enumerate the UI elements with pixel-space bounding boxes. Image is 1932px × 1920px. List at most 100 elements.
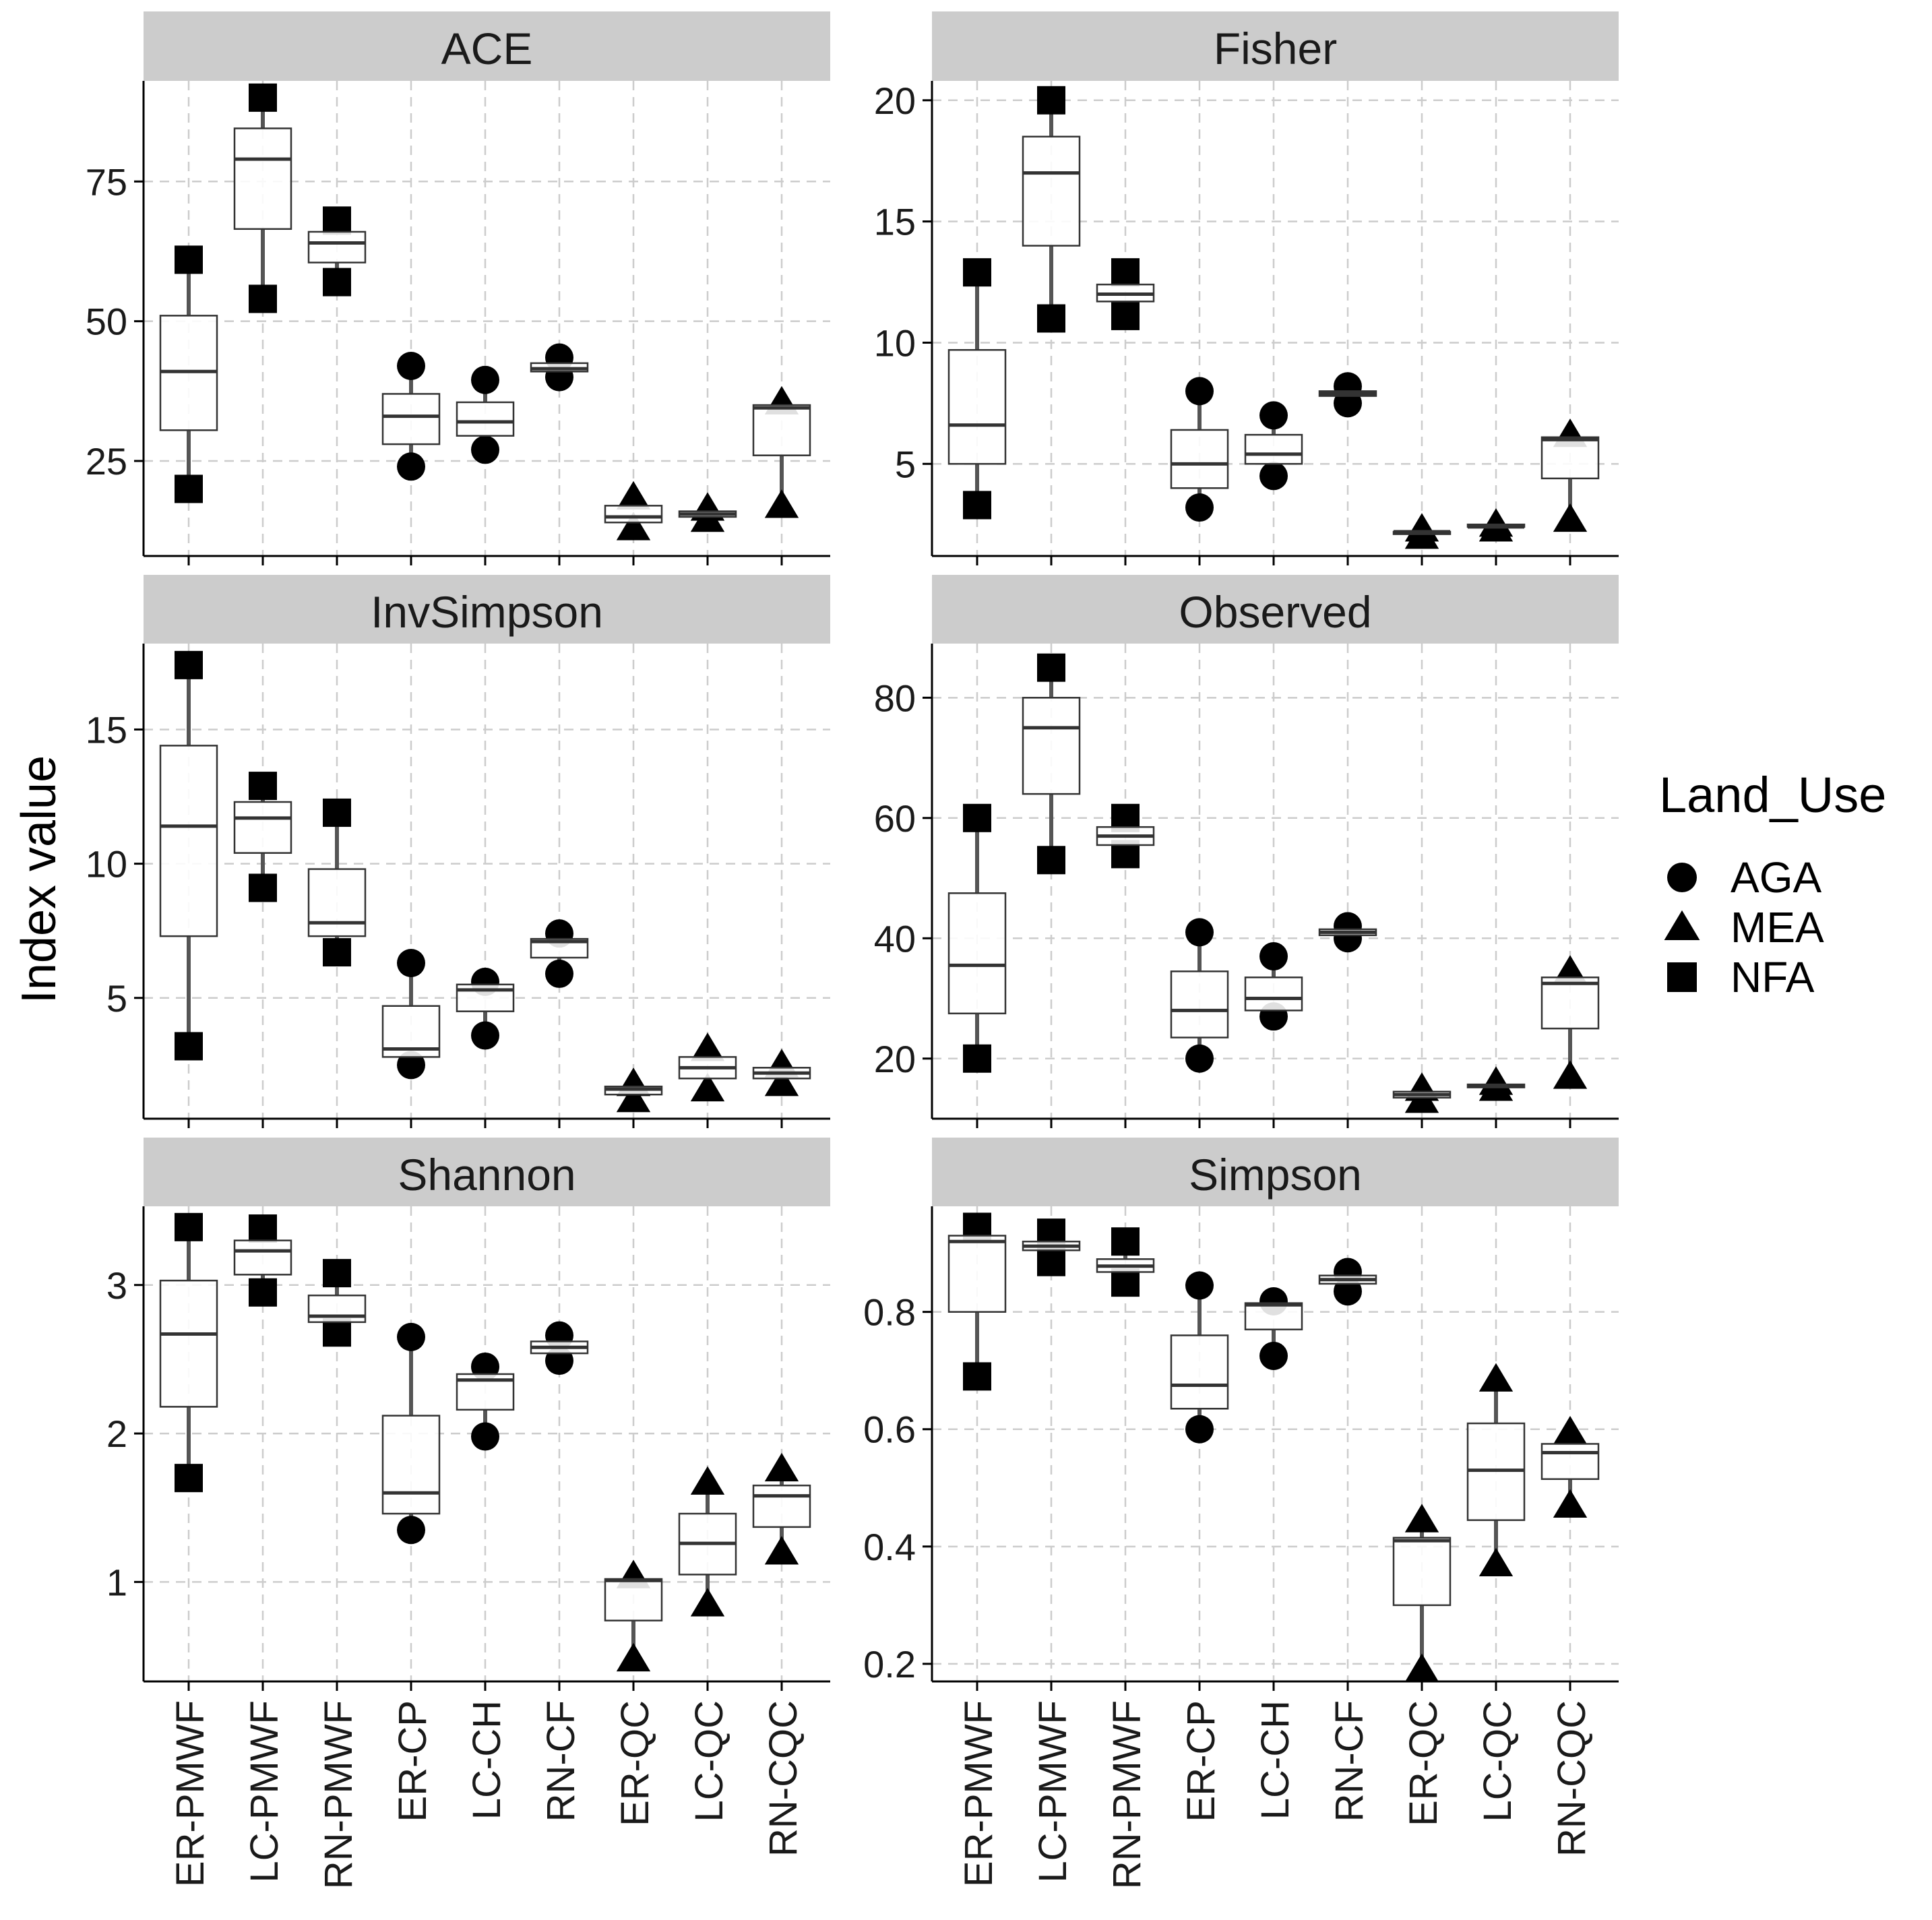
point-min bbox=[175, 1032, 203, 1061]
point-max bbox=[1553, 1415, 1588, 1445]
box-lc-ch bbox=[456, 1352, 515, 1451]
point-min bbox=[471, 1021, 499, 1050]
point-min bbox=[1259, 1341, 1288, 1370]
legend-label-aga: AGA bbox=[1731, 853, 1821, 902]
box-er-cp bbox=[381, 352, 441, 481]
panel-title: ACE bbox=[441, 24, 533, 73]
box-lc-qc bbox=[678, 1032, 737, 1102]
box-iqr bbox=[947, 349, 1007, 465]
box-iqr bbox=[604, 1578, 663, 1621]
box-rn-pmwf bbox=[307, 798, 367, 967]
panel-title: Fisher bbox=[1214, 24, 1337, 73]
point-max bbox=[1111, 258, 1140, 287]
point-max bbox=[175, 245, 203, 274]
panel-title: Observed bbox=[1179, 587, 1371, 637]
point-max bbox=[249, 83, 277, 112]
point-max bbox=[471, 365, 499, 394]
point-min bbox=[1185, 1044, 1214, 1073]
panel-title: Simpson bbox=[1189, 1150, 1362, 1200]
box-lc-pmwf bbox=[233, 772, 292, 902]
box-iqr bbox=[1392, 1537, 1452, 1607]
point-min bbox=[397, 452, 425, 481]
box-iqr bbox=[1170, 1334, 1229, 1410]
box-er-cp bbox=[381, 1322, 441, 1545]
box-rn-pmwf bbox=[1096, 258, 1155, 330]
box-iqr bbox=[159, 1279, 218, 1408]
point-min bbox=[397, 1516, 425, 1545]
point-max bbox=[616, 481, 651, 510]
point-min bbox=[249, 1278, 277, 1307]
point-max bbox=[323, 1259, 351, 1288]
box-lc-qc bbox=[1466, 1363, 1526, 1577]
y-tick-label: 50 bbox=[86, 301, 127, 343]
point-max bbox=[1037, 653, 1065, 682]
y-tick-label: 5 bbox=[106, 977, 127, 1020]
point-max bbox=[1037, 86, 1065, 115]
box-iqr bbox=[381, 1415, 441, 1515]
point-max bbox=[963, 803, 991, 832]
legend-title: Land_Use bbox=[1659, 767, 1886, 823]
point-min bbox=[249, 284, 277, 313]
box-rn-pmwf bbox=[307, 206, 367, 297]
box-er-pmwf bbox=[159, 650, 218, 1061]
legend-key-mea bbox=[1664, 910, 1700, 940]
box-rn-cf bbox=[530, 1321, 589, 1375]
point-max bbox=[1185, 1271, 1214, 1300]
point-min bbox=[1111, 301, 1140, 330]
box-rn-cqc bbox=[752, 385, 811, 518]
point-max bbox=[397, 352, 425, 380]
y-tick-label: 2 bbox=[106, 1413, 127, 1455]
point-max bbox=[690, 1466, 725, 1495]
x-tick-label: RN-CF bbox=[539, 1700, 583, 1822]
point-min bbox=[1404, 1653, 1439, 1682]
x-tick-label: ER-PMWF bbox=[168, 1700, 212, 1887]
point-min bbox=[1037, 304, 1065, 333]
box-rn-pmwf bbox=[307, 1259, 367, 1347]
point-max bbox=[249, 772, 277, 801]
box-iqr bbox=[307, 230, 367, 264]
legend-label-nfa: NFA bbox=[1731, 953, 1815, 1001]
point-min bbox=[616, 1642, 651, 1672]
x-tick-label: RN-CQC bbox=[761, 1700, 805, 1857]
y-tick-label: 60 bbox=[874, 797, 916, 840]
point-max bbox=[1259, 401, 1288, 430]
point-max bbox=[175, 650, 203, 679]
point-max bbox=[175, 1212, 203, 1241]
box-lc-pmwf bbox=[233, 1214, 292, 1307]
box-er-cp bbox=[1170, 1271, 1229, 1444]
y-tick-label: 5 bbox=[895, 443, 916, 485]
box-lc-ch bbox=[1244, 401, 1303, 491]
box-iqr bbox=[1022, 697, 1081, 795]
x-tick-label: ER-PMWF bbox=[957, 1700, 1001, 1887]
point-min bbox=[175, 474, 203, 503]
box-rn-cf bbox=[1318, 372, 1377, 418]
panel-strip bbox=[932, 11, 1619, 81]
box-er-qc bbox=[604, 481, 663, 540]
point-min bbox=[323, 268, 351, 297]
box-iqr bbox=[1022, 135, 1081, 247]
box-lc-qc bbox=[678, 1466, 737, 1617]
point-min bbox=[690, 1073, 725, 1102]
box-er-pmwf bbox=[947, 1212, 1007, 1391]
y-tick-label: 10 bbox=[86, 843, 127, 886]
box-lc-ch bbox=[456, 967, 515, 1050]
point-min bbox=[963, 1362, 991, 1391]
box-lc-pmwf bbox=[1022, 86, 1081, 333]
y-tick-label: 0.6 bbox=[863, 1408, 916, 1451]
box-iqr bbox=[307, 1294, 367, 1324]
point-min bbox=[1111, 1268, 1140, 1297]
box-lc-ch bbox=[456, 365, 515, 464]
point-min bbox=[1404, 1084, 1439, 1113]
y-tick-label: 15 bbox=[874, 201, 916, 243]
box-er-qc bbox=[604, 1067, 663, 1113]
box-iqr bbox=[1170, 970, 1229, 1039]
box-rn-cf bbox=[1318, 1258, 1377, 1306]
point-min bbox=[963, 1044, 991, 1073]
box-iqr bbox=[456, 401, 515, 437]
box-iqr bbox=[1540, 436, 1600, 480]
box-rn-pmwf bbox=[1096, 803, 1155, 869]
x-tick-label: LC-QC bbox=[1476, 1700, 1520, 1822]
box-rn-cqc bbox=[1540, 1415, 1600, 1518]
